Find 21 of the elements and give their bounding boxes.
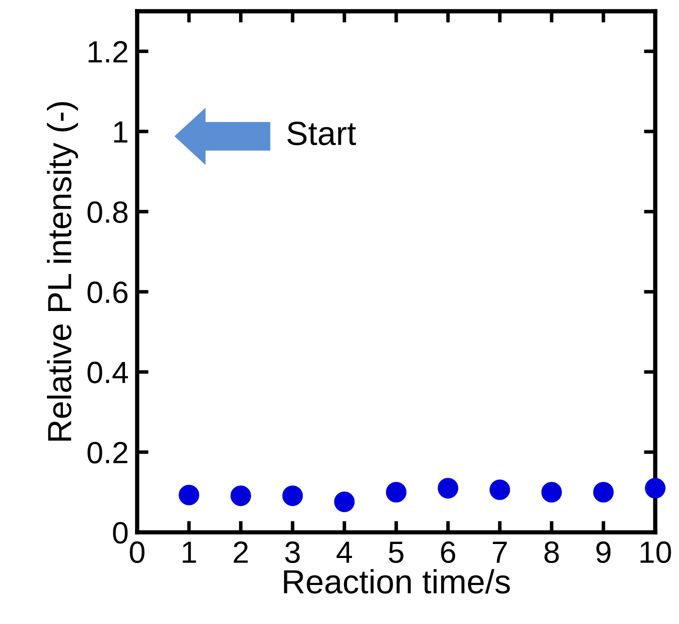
y-tick-label: 0.2 xyxy=(88,442,128,464)
x-tick-label: 4 xyxy=(336,542,352,563)
x-tick-label: 0 xyxy=(130,541,144,564)
y-tick-label: 0.8 xyxy=(88,201,128,224)
annotation: Start xyxy=(287,122,356,146)
x-tick-label: 9 xyxy=(596,541,610,564)
x-tick-label: 6 xyxy=(441,541,456,564)
y-tick-label: 0 xyxy=(113,522,128,544)
y-tick-label: 0.4 xyxy=(88,362,128,384)
y-axis-title: Relative PL intensity (-) xyxy=(46,102,78,441)
y-tick-label: 0.6 xyxy=(88,282,128,304)
x-tick-label: 8 xyxy=(544,541,559,564)
x-tick-label: 2 xyxy=(234,541,248,563)
x-tick-label: 1 xyxy=(182,542,196,563)
y-tick-label: 1.2 xyxy=(88,41,128,62)
x-tick-label: 3 xyxy=(285,541,300,564)
x-tick-label: 5 xyxy=(388,542,404,564)
x-axis-title: Reaction time/s xyxy=(284,569,510,594)
y-tick-label: 1 xyxy=(114,122,128,143)
x-tick-label: 10 xyxy=(640,541,672,564)
x-tick-label: 7 xyxy=(492,542,507,563)
